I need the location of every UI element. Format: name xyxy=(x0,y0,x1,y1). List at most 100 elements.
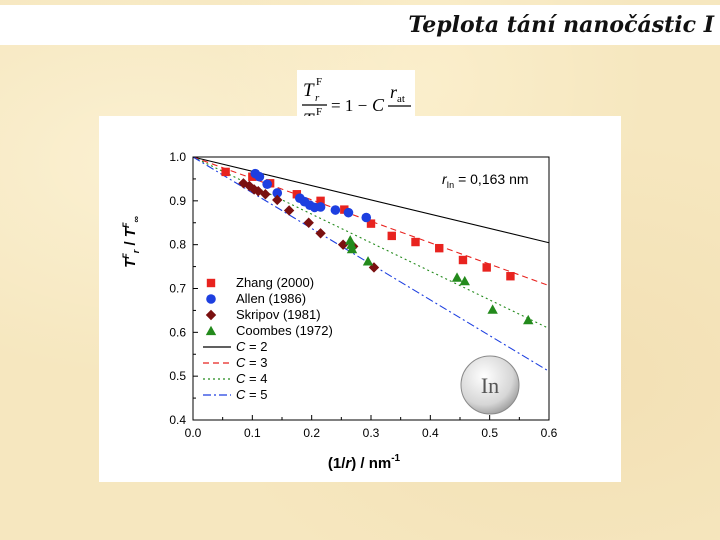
legend-marker-triangle xyxy=(205,325,217,336)
x-axis-label: (1/r) / nm-1 xyxy=(328,453,401,472)
y-axis-label-part2: F xyxy=(121,253,131,259)
formula-lhs-num-sub: r xyxy=(315,92,320,104)
point-diamond-1 xyxy=(244,180,255,192)
formula-lhs-num: T xyxy=(303,80,315,101)
legend-marker-circle xyxy=(206,294,216,304)
legend-line-symbol: C xyxy=(236,355,246,370)
y-tick-label: 1.0 xyxy=(169,150,186,164)
y-tick-label: 0.6 xyxy=(169,325,186,339)
legend-label: C = 4 xyxy=(236,371,267,386)
legend-label: C = 3 xyxy=(236,355,267,370)
point-square-4 xyxy=(316,196,325,206)
x-tick-label: 0.0 xyxy=(185,426,202,440)
model-line-c2 xyxy=(192,156,550,244)
title-bar: Teplota tání nanočástic I xyxy=(0,5,720,45)
point-diamond-5 xyxy=(272,194,283,206)
formula-equals: = 1 − xyxy=(331,96,367,115)
legend-label: C = 5 xyxy=(236,387,267,402)
y-axis-label-part4: / xyxy=(122,237,139,250)
legend-marker-square xyxy=(206,278,216,288)
point-square-6 xyxy=(366,219,376,228)
y-tick-label: 0.8 xyxy=(169,238,186,252)
legend-line-symbol: C xyxy=(236,371,246,386)
x-axis-label-part1: (1/ xyxy=(328,455,346,472)
formula-rhs-num-sub: at xyxy=(397,93,405,105)
x-tick-label: 0.2 xyxy=(303,426,320,440)
point-square-0 xyxy=(221,167,230,177)
y-tick-label: 0.5 xyxy=(169,369,186,383)
axis-ticks: 0.0 0.1 0.2 0.3 0.4 0.5 0.6 0.4 0.5 0.6 0.7 0.8 0.9 1… xyxy=(169,150,557,440)
y-tick-label: 0.7 xyxy=(169,282,186,296)
point-triangle-2 xyxy=(346,243,358,254)
legend-label: Allen (1986) xyxy=(236,291,306,306)
point-square-7 xyxy=(387,231,396,241)
formula-lhs-num-sup: F xyxy=(316,76,322,88)
point-triangle-4 xyxy=(451,272,463,282)
x-axis-label-part4: -1 xyxy=(391,453,400,464)
point-square-8 xyxy=(411,237,420,247)
point-square-9 xyxy=(435,243,444,253)
x-tick-label: 0.1 xyxy=(244,426,261,440)
legend-line-value: = 5 xyxy=(245,387,267,402)
y-axis-label-part7: ∞ xyxy=(131,216,141,223)
point-diamond-6 xyxy=(283,205,295,216)
radius-annotation: rIn = 0,163 nm xyxy=(442,171,529,190)
point-triangle-7 xyxy=(523,314,534,325)
point-diamond-7 xyxy=(303,217,314,228)
figure-panel: 0.0 0.1 0.2 0.3 0.4 0.5 0.6 0.4 0.5 0.6 0.7 0.8 0.9 1… xyxy=(99,116,621,482)
point-triangle-5 xyxy=(459,275,470,286)
x-tick-label: 0.3 xyxy=(363,426,380,440)
point-diamond-8 xyxy=(315,228,326,239)
annotation-prefix: r xyxy=(442,171,448,187)
slide-title: Teplota tání nanočástic I xyxy=(408,12,714,38)
annotation-value: = 0,163 nm xyxy=(454,171,528,187)
point-square-5 xyxy=(340,205,349,214)
point-diamond-4 xyxy=(260,189,271,200)
x-tick-label: 0.4 xyxy=(422,426,439,440)
x-tick-label: 0.5 xyxy=(481,426,498,440)
point-square-12 xyxy=(506,272,515,281)
formula-coef: C xyxy=(372,95,385,115)
y-axis-label: TFr / TF∞ xyxy=(121,216,141,268)
legend-line-symbol: C xyxy=(236,339,246,354)
point-circle-10 xyxy=(343,207,354,218)
point-circle-11 xyxy=(361,212,372,223)
legend-marker-diamond xyxy=(205,309,217,321)
legend: Zhang (2000)Allen (1986)Skripov (1981)Co… xyxy=(203,275,333,402)
x-tick-label: 0.6 xyxy=(541,426,558,440)
annotation-sub: In xyxy=(447,180,455,190)
point-square-10 xyxy=(458,255,468,265)
y-tick-label: 0.9 xyxy=(169,194,186,208)
legend-label: C = 2 xyxy=(236,339,267,354)
y-tick-label: 0.4 xyxy=(169,413,186,427)
legend-label: Coombes (1972) xyxy=(236,323,333,338)
x-axis-label-part2: r xyxy=(345,455,352,472)
melting-chart: 0.0 0.1 0.2 0.3 0.4 0.5 0.6 0.4 0.5 0.6 0.7 0.8 0.9 1… xyxy=(121,150,558,472)
x-axis-label-part3: ) / nm xyxy=(351,455,391,472)
legend-line-value: = 4 xyxy=(245,371,267,386)
legend-line-value: = 3 xyxy=(245,355,267,370)
legend-line-symbol: C xyxy=(236,387,246,402)
data-points xyxy=(221,167,534,325)
point-circle-2 xyxy=(262,179,272,189)
legend-label: Skripov (1981) xyxy=(236,307,321,322)
point-square-11 xyxy=(482,263,491,272)
point-triangle-3 xyxy=(362,256,374,266)
point-circle-1 xyxy=(254,171,265,182)
legend-line-value: = 2 xyxy=(245,339,267,354)
point-diamond-9 xyxy=(337,239,349,250)
formula-lhs-den-sup: F xyxy=(316,106,322,118)
point-square-3 xyxy=(292,190,302,199)
point-triangle-1 xyxy=(346,239,357,249)
y-axis-label-part5: T xyxy=(122,226,139,237)
point-circle-8 xyxy=(315,202,326,212)
y-axis-label-part6: F xyxy=(121,222,131,228)
formula-rhs-num: r xyxy=(390,82,398,102)
point-diamond-2 xyxy=(248,184,260,195)
point-circle-9 xyxy=(330,205,341,215)
y-axis-label-part3: r xyxy=(131,249,141,253)
indium-badge xyxy=(460,355,520,415)
y-axis-label-part1: T xyxy=(122,257,139,268)
point-triangle-6 xyxy=(487,304,498,314)
indium-badge-label: In xyxy=(481,373,499,398)
